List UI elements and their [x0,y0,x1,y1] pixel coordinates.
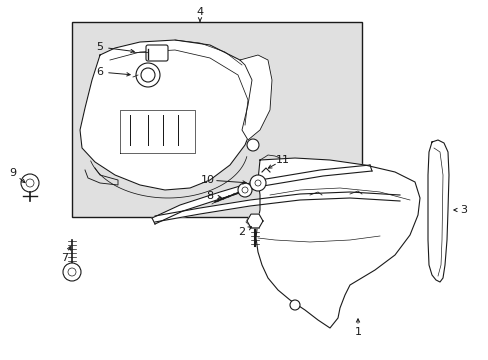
Text: 4: 4 [196,7,203,17]
Polygon shape [256,158,419,328]
Text: 7: 7 [61,253,68,263]
Polygon shape [246,214,263,228]
Text: 8: 8 [206,191,213,201]
Text: 9: 9 [9,168,17,178]
Circle shape [238,183,251,197]
Polygon shape [427,140,448,282]
Circle shape [141,68,155,82]
Circle shape [289,300,299,310]
Bar [72,22,361,217]
Circle shape [249,175,265,191]
Polygon shape [80,40,260,190]
Text: 10: 10 [201,175,215,185]
Circle shape [26,179,34,187]
Text: 1: 1 [354,327,361,337]
Polygon shape [240,55,271,140]
Text: 6: 6 [96,67,103,77]
Circle shape [21,174,39,192]
Polygon shape [155,192,399,222]
Circle shape [68,268,76,276]
Text: 2: 2 [238,227,245,237]
Circle shape [63,263,81,281]
Text: 5: 5 [96,42,103,52]
Circle shape [242,187,247,193]
Text: 3: 3 [460,205,467,215]
Circle shape [246,139,259,151]
FancyBboxPatch shape [146,45,168,61]
Circle shape [254,180,261,186]
Circle shape [136,63,160,87]
Text: 11: 11 [275,155,289,165]
Polygon shape [152,165,371,224]
